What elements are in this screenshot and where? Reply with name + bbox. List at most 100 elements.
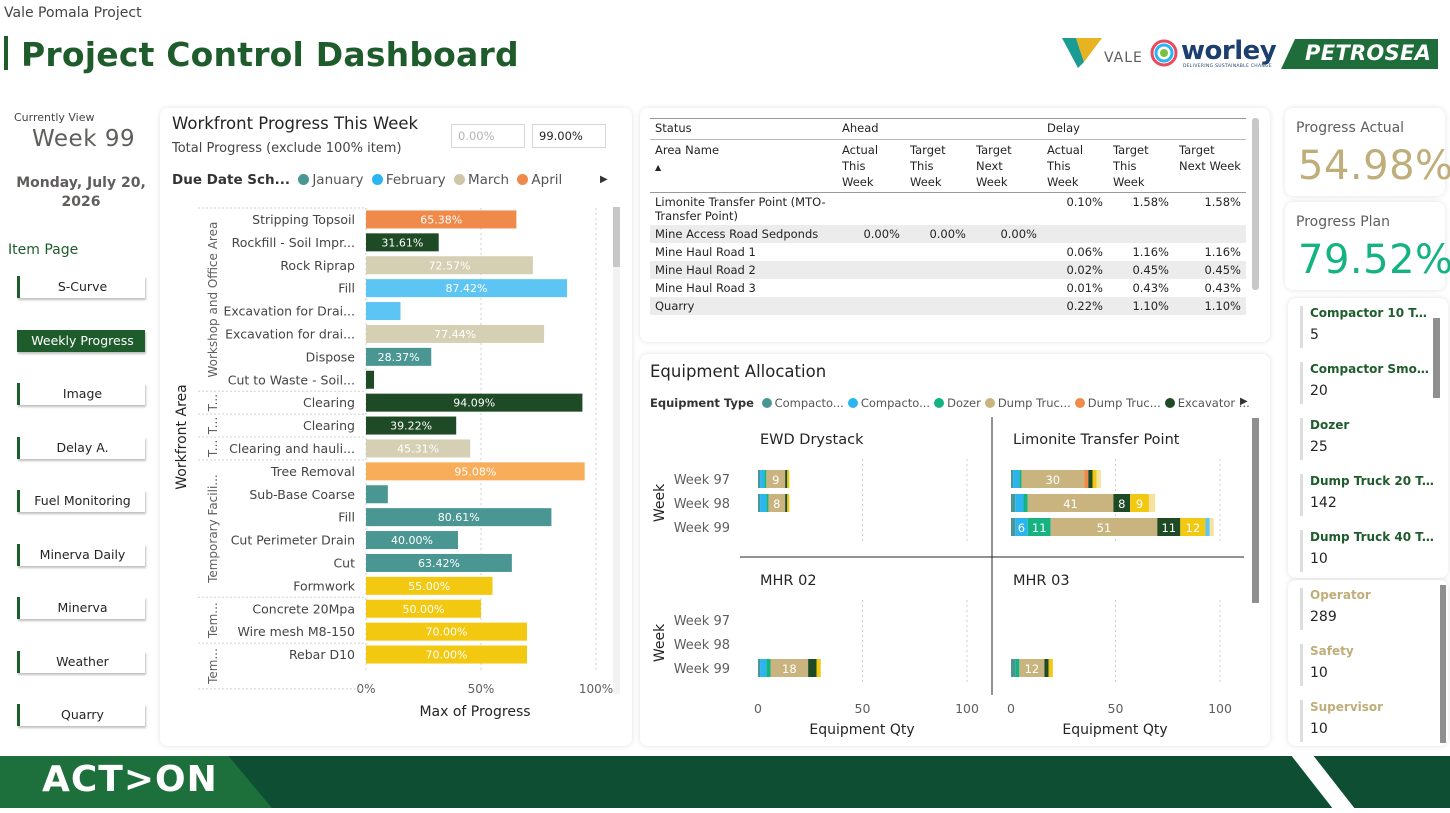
equipment-segment[interactable] — [758, 659, 761, 677]
equipment-segment[interactable] — [758, 494, 761, 512]
legend-item-march[interactable]: March — [450, 172, 509, 188]
sort-asc-icon[interactable]: ▲ — [655, 163, 662, 172]
equipment-segment[interactable] — [760, 659, 767, 677]
equipment-segment[interactable] — [1011, 518, 1016, 536]
equipment-segment[interactable] — [1092, 470, 1097, 488]
equipment-segment[interactable] — [787, 470, 790, 488]
equipment-segment[interactable] — [1027, 494, 1114, 512]
progress-bar[interactable] — [366, 393, 583, 412]
status-table-row[interactable]: Limonite Transfer Point (MTO-Transfer Po… — [650, 193, 1246, 226]
equipment-segment[interactable] — [1130, 494, 1149, 512]
progress-bar[interactable] — [366, 622, 527, 641]
workfront-scrollbar[interactable] — [613, 207, 620, 694]
nav-delay-button[interactable]: Delay A. — [17, 437, 145, 459]
progress-range-max-input[interactable] — [532, 124, 606, 148]
area-name-header[interactable]: Area Name ▲ — [650, 139, 837, 193]
status-table-scrollbar[interactable] — [1252, 118, 1259, 290]
status-table-row[interactable]: Mine Haul Road 2 0.02% 0.45% 0.45% — [650, 261, 1246, 279]
equipment-segment[interactable] — [787, 494, 790, 512]
equipment-segment[interactable] — [1011, 494, 1016, 512]
equipment-legend-item[interactable]: Dump Truc... — [981, 396, 1071, 410]
equipment-segment[interactable] — [1148, 494, 1156, 512]
legend-item-january[interactable]: January — [294, 172, 364, 188]
status-table-row[interactable]: Quarry 0.22% 1.10% 1.10% — [650, 297, 1246, 315]
crew-list-scrollbar[interactable] — [1440, 585, 1446, 743]
equipment-segment[interactable] — [816, 659, 821, 677]
equipment-legend-next-arrow-icon[interactable]: ▶ — [1240, 396, 1248, 407]
equipment-segment[interactable] — [1044, 659, 1049, 677]
progress-bar[interactable] — [366, 210, 517, 229]
equipment-segment[interactable] — [1019, 659, 1045, 677]
nav-weekly-progress-button[interactable]: Weekly Progress — [17, 330, 145, 352]
equipment-segment[interactable] — [1113, 494, 1131, 512]
equipment-segment[interactable] — [1157, 518, 1181, 536]
equipment-legend-item[interactable]: Dump Truc... — [1071, 396, 1161, 410]
equipment-legend-item[interactable]: Excavator ... — [1161, 396, 1250, 410]
progress-bar[interactable] — [366, 233, 439, 252]
progress-bar[interactable] — [366, 279, 568, 298]
equipment-segment[interactable] — [1013, 470, 1020, 488]
equipment-segment[interactable] — [1015, 494, 1024, 512]
nav-s-curve-button[interactable]: S-Curve — [17, 276, 145, 298]
nav-quarry-button[interactable]: Quarry — [17, 704, 145, 726]
equipment-segment[interactable] — [760, 470, 765, 488]
nav-minerva-daily-button[interactable]: Minerva Daily — [17, 544, 145, 566]
progress-bar[interactable] — [366, 599, 481, 618]
progress-bar[interactable] — [366, 416, 457, 435]
status-table-row[interactable]: Mine Haul Road 1 0.06% 1.16% 1.16% — [650, 243, 1246, 261]
equipment-segment[interactable] — [1084, 470, 1089, 488]
progress-bar[interactable] — [366, 439, 471, 458]
nav-weather-button[interactable]: Weather — [17, 651, 145, 673]
equipment-segment[interactable] — [760, 494, 767, 512]
equipment-segment[interactable] — [1209, 518, 1214, 536]
equipment-legend-item[interactable]: Compacto... — [844, 396, 930, 410]
equipment-scrollbar[interactable] — [1252, 418, 1259, 603]
equipment-segment[interactable] — [1096, 470, 1101, 488]
equipment-segment[interactable] — [785, 470, 788, 488]
equipment-segment[interactable] — [758, 470, 761, 488]
equipment-segment[interactable] — [1015, 659, 1020, 677]
progress-bar[interactable] — [366, 553, 512, 572]
equipment-segment[interactable] — [1027, 518, 1051, 536]
equipment-segment[interactable] — [764, 470, 767, 488]
progress-bar[interactable] — [366, 531, 458, 550]
equipment-segment[interactable] — [1011, 659, 1016, 677]
equipment-segment[interactable] — [1015, 518, 1028, 536]
equipment-segment[interactable] — [766, 659, 771, 677]
legend-item-april[interactable]: April — [513, 172, 562, 188]
progress-bar[interactable] — [366, 256, 533, 275]
legend-item-february[interactable]: February — [368, 172, 446, 188]
progress-bar[interactable] — [366, 645, 527, 664]
progress-bar[interactable] — [366, 370, 375, 389]
equipment-segment[interactable] — [1023, 494, 1028, 512]
legend-next-arrow-icon[interactable]: ▶ — [600, 174, 608, 185]
nav-image-button[interactable]: Image — [17, 383, 145, 405]
equipment-segment[interactable] — [1021, 470, 1085, 488]
progress-range-min-input[interactable] — [451, 124, 525, 148]
equipment-segment[interactable] — [785, 494, 788, 512]
nav-fuel-monitoring-button[interactable]: Fuel Monitoring — [17, 490, 145, 512]
equipment-legend-item[interactable]: Compacto... — [758, 396, 844, 410]
equipment-segment[interactable] — [770, 659, 809, 677]
progress-bar[interactable] — [366, 462, 585, 481]
equipment-segment[interactable] — [808, 659, 817, 677]
progress-bar[interactable] — [366, 302, 401, 321]
progress-bar[interactable] — [366, 324, 545, 343]
progress-bar[interactable] — [366, 485, 388, 504]
equipment-segment[interactable] — [1011, 470, 1014, 488]
equipment-segment[interactable] — [766, 470, 786, 488]
progress-bar[interactable] — [366, 508, 552, 527]
equipment-segment[interactable] — [1205, 518, 1210, 536]
progress-bar[interactable] — [366, 347, 432, 366]
nav-minerva-button[interactable]: Minerva — [17, 597, 145, 619]
progress-bar[interactable] — [366, 576, 493, 595]
equipment-segment[interactable] — [1088, 470, 1093, 488]
status-table-row[interactable]: Mine Haul Road 3 0.01% 0.43% 0.43% — [650, 279, 1246, 297]
status-table-row[interactable]: Mine Access Road Sedponds 0.00% 0.00% 0.00% — [650, 225, 1246, 243]
equipment-segment[interactable] — [766, 494, 769, 512]
equipment-segment[interactable] — [768, 494, 786, 512]
equipment-segment[interactable] — [1050, 518, 1158, 536]
equipment-segment[interactable] — [1180, 518, 1206, 536]
workfront-scrollbar-thumb[interactable] — [613, 207, 620, 267]
equipment-legend-item[interactable]: Dozer — [930, 396, 981, 410]
